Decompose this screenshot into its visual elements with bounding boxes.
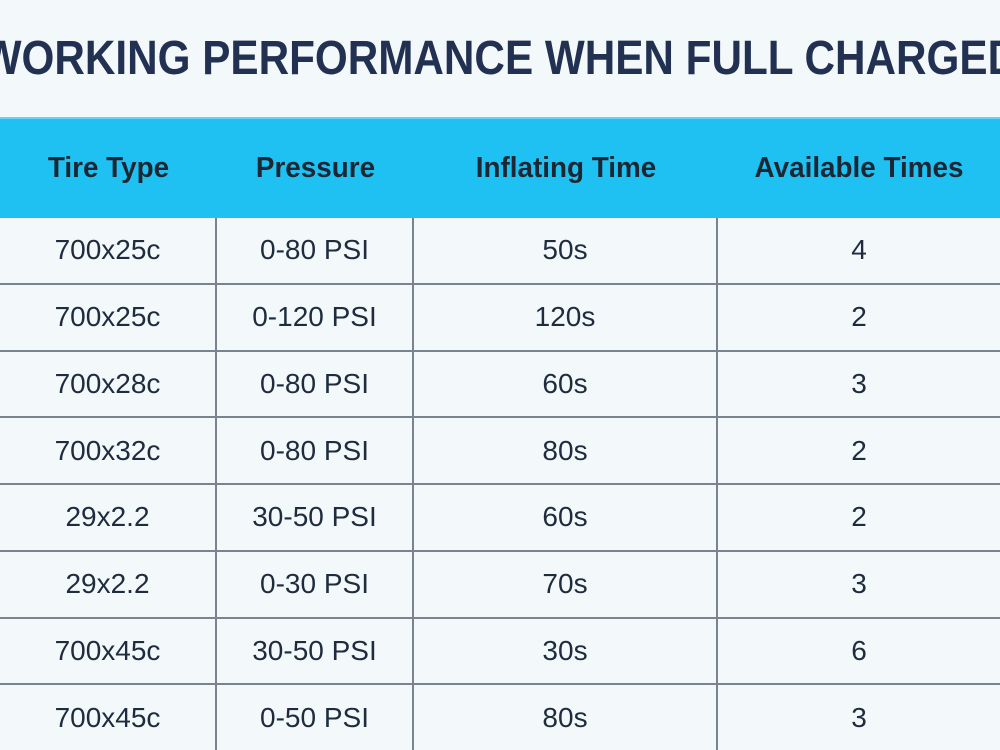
title-area: WORKING PERFORMANCE WHEN FULL CHARGED xyxy=(0,0,1000,117)
column-header-inflating-time: Inflating Time xyxy=(475,152,657,184)
column-header-pressure: Pressure xyxy=(255,152,376,184)
table-cell-pressure: 0-30 PSI xyxy=(217,551,414,617)
table-row: 29x2.2 30-50 PSI 60s 2 xyxy=(0,483,1000,550)
column-header-available-times: Available Times xyxy=(754,152,964,184)
table-cell-pressure: 0-80 PSI xyxy=(217,418,414,483)
table-cell-tire-type: 700x45c xyxy=(0,618,217,684)
table-row: 29x2.2 0-30 PSI 70s 3 xyxy=(0,549,1000,617)
table-cell-available-times: 6 xyxy=(851,634,867,666)
table-cell-inflating-time: 60s xyxy=(414,351,718,417)
table-cell-available-times: 3 xyxy=(851,701,867,733)
table-cell-inflating-time: 30s xyxy=(414,618,718,684)
table-cell-available-times: 2 xyxy=(851,501,867,533)
table-cell-tire-type: 29x2.2 xyxy=(0,551,217,617)
table-cell-pressure: 0-50 PSI xyxy=(217,685,414,750)
table-cell-tire-type: 700x28c xyxy=(0,351,217,417)
table-cell-tire-type: 700x32c xyxy=(0,418,217,483)
table-cell-tire-type: 700x45c xyxy=(0,685,217,750)
table-cell-pressure: 0-80 PSI xyxy=(217,351,414,417)
table-cell-pressure: 0-120 PSI xyxy=(217,284,414,350)
table-cell-tire-type: 29x2.2 xyxy=(0,485,217,550)
table-cell-inflating-time: 60s xyxy=(414,485,718,550)
table-row: 700x28c 0-80 PSI 60s 3 xyxy=(0,349,1000,417)
table-cell-available-times: 3 xyxy=(851,568,867,600)
table-cell-tire-type: 700x25c xyxy=(0,218,217,283)
table-row: 700x25c 0-120 PSI 120s 2 xyxy=(0,282,1000,350)
table-row: 700x32c 0-80 PSI 80s 2 xyxy=(0,416,1000,483)
table-cell-available-times: 3 xyxy=(851,367,867,399)
column-header-tire-type: Tire Type xyxy=(47,152,170,184)
table-cell-available-times: 2 xyxy=(851,434,867,466)
table-row: 700x45c 0-50 PSI 80s 3 xyxy=(0,683,1000,750)
table-row: 700x25c 0-80 PSI 50s 4 xyxy=(0,218,1000,283)
table-row: 700x45c 30-50 PSI 30s 6 xyxy=(0,616,1000,684)
table-cell-pressure: 30-50 PSI xyxy=(217,618,414,684)
table-cell-pressure: 0-80 PSI xyxy=(217,218,414,283)
table-cell-tire-type: 700x25c xyxy=(0,284,217,350)
table-cell-available-times: 2 xyxy=(851,301,867,333)
table-cell-inflating-time: 80s xyxy=(414,685,718,750)
table-body: 700x25c 0-80 PSI 50s 4 700x25c 0-120 PSI… xyxy=(0,218,1000,750)
table-cell-inflating-time: 70s xyxy=(414,551,718,617)
table-cell-inflating-time: 80s xyxy=(414,418,718,483)
table-cell-inflating-time: 50s xyxy=(414,218,718,283)
table-cell-available-times: 4 xyxy=(851,234,867,266)
table-cell-inflating-time: 120s xyxy=(414,284,718,350)
table-cell-pressure: 30-50 PSI xyxy=(217,485,414,550)
page-title: WORKING PERFORMANCE WHEN FULL CHARGED xyxy=(0,32,1000,85)
table-header-row: Tire Type Pressure Inflating Time Availa… xyxy=(0,117,1000,218)
